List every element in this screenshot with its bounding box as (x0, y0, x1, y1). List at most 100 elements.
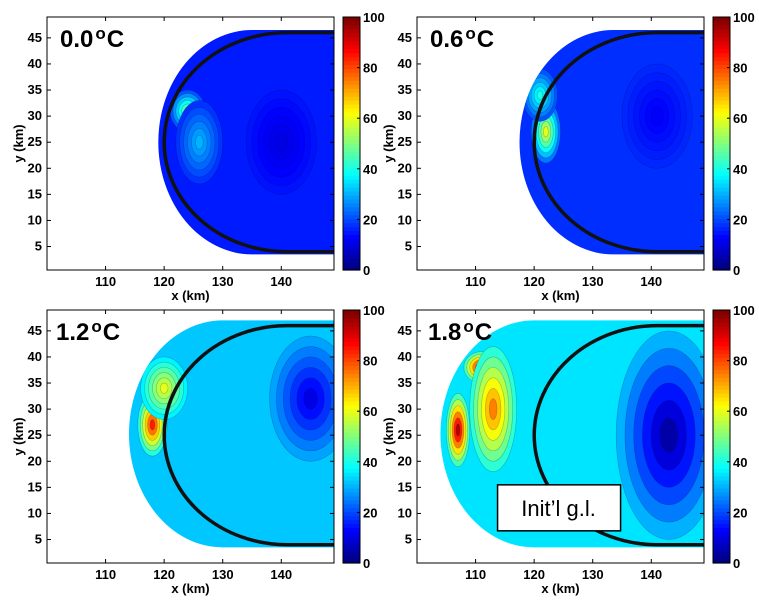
y-tick-label: 5 (405, 532, 412, 547)
grounding-line (532, 323, 704, 547)
colorbar-segment (713, 444, 730, 449)
colorbar-segment (713, 17, 730, 22)
colorbar-segment (713, 24, 730, 30)
y-tick-label: 5 (35, 239, 42, 254)
colorbar-segment (713, 357, 730, 362)
colorbar-tick-label: 0 (733, 556, 740, 571)
panel-1: 110 120 130 140 5 10 15 20 25 30 35 40 45 x (km) y (km… (11, 10, 385, 303)
colorbar-segment (343, 428, 360, 434)
colorbar-segment (343, 491, 360, 497)
colorbar-segment (343, 254, 360, 259)
colorbar-segment (343, 385, 360, 390)
colorbar-segment (713, 464, 730, 469)
colorbar-segment (713, 503, 730, 509)
colorbar-frame (712, 309, 731, 564)
colorbar-segment (713, 60, 730, 66)
x-tick-label: 110 (465, 567, 486, 582)
panel-title-value: 1.8 (428, 319, 461, 346)
colorbar-segment (343, 503, 360, 509)
colorbar-segment (713, 381, 730, 386)
colorbar-tick-label: 0 (363, 263, 370, 278)
grounding-line (162, 30, 334, 254)
colorbar-segment (343, 151, 360, 156)
colorbar-segment (713, 507, 730, 513)
colorbar-segment (343, 92, 360, 97)
x-tick-label: 140 (270, 567, 292, 582)
y-tick-label: 10 (28, 505, 42, 520)
colorbar-segment (343, 60, 360, 66)
colorbar-segment (713, 412, 730, 418)
colorbar-segment (343, 412, 360, 418)
colorbar-segment (343, 175, 360, 180)
colorbar-segment (713, 32, 730, 38)
colorbar-segment (343, 396, 360, 402)
y-tick-label: 30 (398, 401, 412, 416)
colorbar-tick-label: 0 (733, 263, 740, 278)
colorbar-segment (343, 143, 360, 149)
colorbar-segment (343, 515, 360, 521)
x-tick-label: 120 (523, 567, 545, 582)
y-axis-label: y (km) (11, 124, 26, 162)
colorbar-segment (343, 238, 360, 243)
panel-title-value: 0.6 (430, 26, 463, 53)
colorbar-segment (343, 127, 360, 133)
colorbar-segment (713, 345, 730, 351)
colorbar-segment (343, 88, 360, 93)
colorbar-segment (713, 52, 730, 58)
x-tick-label: 130 (582, 567, 604, 582)
colorbar-segment (343, 404, 360, 410)
colorbar-segment (343, 48, 360, 54)
colorbar-segment (343, 218, 360, 224)
colorbar-segment (343, 472, 360, 477)
colorbar-segment (713, 385, 730, 390)
colorbar-segment (713, 123, 730, 129)
hotspot-4 (615, 330, 704, 540)
y-tick-label: 40 (398, 56, 412, 71)
colorbar-segment (713, 329, 730, 335)
panel-title-unit: C (103, 319, 120, 346)
y-tick-label: 30 (398, 108, 412, 123)
colorbar-segment (343, 313, 360, 319)
colorbar-segment (343, 167, 360, 172)
colorbar-segment (713, 432, 730, 438)
colorbar-tick-label: 0 (363, 556, 370, 571)
colorbar-segment (343, 543, 360, 548)
colorbar-segment (713, 159, 730, 164)
colorbar-segment (343, 432, 360, 438)
colorbar-segment (713, 88, 730, 93)
y-tick-label: 45 (28, 323, 42, 338)
colorbar-segment (343, 452, 360, 457)
colorbar-segment (343, 456, 360, 461)
colorbar-segment (343, 476, 360, 481)
colorbar-segment (343, 400, 360, 406)
colorbar-tick-label: 40 (733, 455, 747, 470)
colorbar-segment (713, 214, 730, 220)
colorbar-segment (713, 515, 730, 521)
colorbar-segment (713, 218, 730, 224)
hotspot-3 (621, 63, 693, 169)
y-axis-label: y (km) (381, 417, 396, 455)
colorbar-segment (713, 107, 730, 113)
colorbar-segment (713, 400, 730, 406)
colorbar-segment (713, 523, 730, 529)
panel-title-value: 0.0 (60, 26, 93, 53)
colorbar-segment (343, 84, 360, 89)
colorbar-tick-label: 40 (363, 162, 377, 177)
colorbar-frame (342, 16, 361, 271)
x-axis-label: x (km) (541, 581, 579, 596)
colorbar-segment (713, 226, 730, 232)
colorbar-segment (343, 226, 360, 232)
colorbar-segment (713, 472, 730, 477)
colorbar-segment (343, 250, 360, 255)
colorbar-segment (343, 321, 360, 327)
colorbar-segment (343, 242, 360, 247)
colorbar-segment (713, 36, 730, 42)
colorbar-segment (713, 416, 730, 422)
panel-title: 1.8 oC (428, 317, 492, 346)
colorbar-segment (713, 143, 730, 149)
y-tick-label: 40 (28, 56, 42, 71)
colorbar-segment (343, 107, 360, 113)
colorbar-segment (713, 325, 730, 331)
colorbar-segment (713, 353, 730, 359)
colorbar-segment (713, 479, 730, 485)
